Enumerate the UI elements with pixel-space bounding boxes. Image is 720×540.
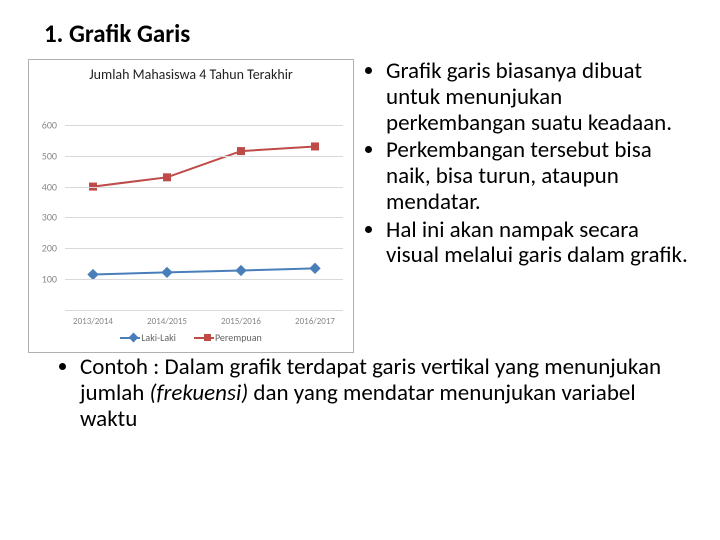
bullet-list-right: Grafik garis biasanya dibuat untuk menun… [362, 59, 692, 269]
chart-title: Jumlah Mahasiswa 4 Tahun Terakhir [29, 66, 353, 83]
chart-marker [237, 147, 245, 155]
chart-ytick-label: 200 [42, 242, 57, 255]
legend-item: Laki-Laki [120, 331, 176, 344]
chart-gridline [65, 217, 343, 218]
chart-series-svg [65, 94, 343, 310]
legend-label: Perempuan [215, 331, 262, 344]
chart-xtick-label: 2014/2015 [147, 316, 187, 327]
text-column: Grafik garis biasanya dibuat untuk menun… [356, 59, 692, 271]
legend-label: Laki-Laki [141, 331, 176, 344]
bullet-list-bottom-wrap: Contoh : Dalam grafik terdapat garis ver… [28, 355, 692, 432]
slide-heading: 1. Grafik Garis [44, 18, 692, 49]
line-chart: Jumlah Mahasiswa 4 Tahun Terakhir 100200… [28, 59, 354, 353]
bullet-item: Hal ini akan nampak secara visual melalu… [386, 218, 692, 270]
chart-ytick-label: 500 [42, 149, 57, 162]
chart-marker [235, 265, 246, 276]
chart-ytick-label: 300 [42, 211, 57, 224]
slide: 1. Grafik Garis Jumlah Mahasiswa 4 Tahun… [0, 0, 720, 540]
chart-marker [309, 263, 320, 274]
chart-xtick-label: 2016/2017 [295, 316, 335, 327]
bullet-text-italic: (frekuensi) [150, 379, 249, 407]
diamond-marker-icon [129, 333, 139, 343]
chart-gridline [65, 248, 343, 249]
chart-series-line [93, 268, 315, 274]
chart-column: Jumlah Mahasiswa 4 Tahun Terakhir 100200… [28, 59, 356, 353]
chart-marker [311, 142, 319, 150]
chart-plot-area: 1002003004005006002013/20142014/20152015… [65, 94, 343, 310]
chart-gridline [65, 187, 343, 188]
chart-marker [161, 267, 172, 278]
legend-item: Perempuan [194, 331, 262, 344]
chart-marker [163, 173, 171, 181]
chart-gridline [65, 125, 343, 126]
chart-legend: Laki-Laki Perempuan [29, 331, 353, 344]
chart-xtick-label: 2013/2014 [73, 316, 113, 327]
bullet-item: Perkembangan tersebut bisa naik, bisa tu… [386, 138, 692, 215]
chart-ytick-label: 600 [42, 118, 57, 131]
chart-series-line [93, 146, 315, 186]
chart-gridline [65, 310, 343, 311]
content-row: Jumlah Mahasiswa 4 Tahun Terakhir 100200… [28, 59, 692, 353]
chart-gridline [65, 156, 343, 157]
bullet-item-contoh: Contoh : Dalam grafik terdapat garis ver… [80, 355, 692, 432]
bullet-item: Grafik garis biasanya dibuat untuk menun… [386, 59, 692, 136]
square-marker-icon [204, 334, 211, 341]
chart-ytick-label: 400 [42, 180, 57, 193]
chart-ytick-label: 100 [42, 273, 57, 286]
bullet-list-bottom: Contoh : Dalam grafik terdapat garis ver… [28, 355, 692, 432]
chart-gridline [65, 279, 343, 280]
chart-xtick-label: 2015/2016 [221, 316, 261, 327]
